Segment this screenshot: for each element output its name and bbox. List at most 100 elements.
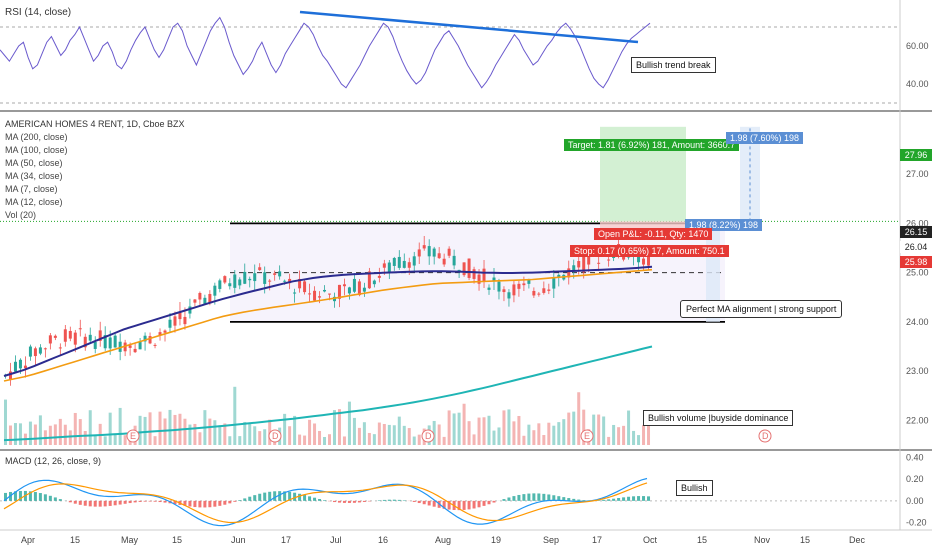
macd-hist-bar bbox=[84, 501, 87, 506]
candle-body bbox=[388, 263, 391, 273]
candle-body bbox=[258, 267, 261, 270]
volume-bar bbox=[572, 412, 575, 445]
volume-bar bbox=[642, 425, 645, 445]
candle-body bbox=[164, 331, 167, 333]
volume-bar bbox=[358, 428, 361, 445]
candle-body bbox=[512, 284, 515, 295]
macd-annotation: Bullish bbox=[676, 480, 713, 496]
volume-bar bbox=[597, 415, 600, 445]
candle-body bbox=[64, 329, 67, 341]
macd-hist-bar bbox=[542, 494, 545, 501]
macd-hist-bar bbox=[627, 497, 630, 501]
volume-bar bbox=[413, 437, 416, 445]
candle-body bbox=[39, 347, 42, 353]
volume-bar bbox=[557, 422, 560, 445]
volume-bar bbox=[238, 436, 241, 445]
x-axis-label: Dec bbox=[849, 535, 866, 545]
candle-body bbox=[423, 245, 426, 248]
macd-hist-bar bbox=[353, 501, 356, 503]
candle-body bbox=[44, 348, 47, 349]
candle-body bbox=[418, 249, 421, 256]
volume-bar bbox=[478, 418, 481, 445]
candle-body bbox=[353, 279, 356, 292]
legend-ma50: MA (50, close) bbox=[5, 158, 63, 169]
candle-body bbox=[408, 262, 411, 268]
candle-body bbox=[193, 299, 196, 302]
tag-upper: 26.15 bbox=[900, 226, 932, 238]
macd-hist-bar bbox=[483, 501, 486, 506]
macd-hist-bar bbox=[413, 501, 416, 502]
volume-bar bbox=[313, 423, 316, 445]
volume-bar bbox=[139, 416, 142, 445]
macd-hist-bar bbox=[388, 500, 391, 501]
macd-hist-bar bbox=[119, 501, 122, 505]
volume-bar bbox=[522, 436, 525, 445]
x-axis-label: 16 bbox=[378, 535, 388, 545]
macd-hist-bar bbox=[632, 496, 635, 501]
rsi-line bbox=[0, 18, 650, 88]
candle-body bbox=[168, 320, 171, 328]
volume-bar bbox=[183, 419, 186, 445]
legend-ma7: MA (7, close) bbox=[5, 184, 58, 195]
macd-hist-bar bbox=[74, 501, 77, 504]
volume-bar bbox=[208, 419, 211, 445]
volume-bar bbox=[328, 434, 331, 445]
volume-bar bbox=[243, 422, 246, 445]
legend-ma100: MA (100, close) bbox=[5, 145, 68, 156]
candle-body bbox=[328, 294, 331, 295]
candle-body bbox=[273, 273, 276, 275]
macd-hist-bar bbox=[164, 501, 167, 503]
macd-hist-bar bbox=[383, 500, 386, 501]
volume-bar bbox=[114, 435, 117, 445]
volume-bar bbox=[218, 425, 221, 445]
macd-hist-bar bbox=[238, 500, 241, 501]
volume-bar bbox=[612, 425, 615, 445]
candle-body bbox=[223, 276, 226, 282]
macd-hist-bar bbox=[248, 497, 251, 501]
x-axis-label: Jul bbox=[330, 535, 342, 545]
volume-bar bbox=[69, 430, 72, 445]
candle-body bbox=[154, 345, 157, 346]
volume-bar bbox=[308, 420, 311, 445]
volume-bar bbox=[213, 420, 216, 445]
macd-hist-bar bbox=[203, 501, 206, 508]
volume-bar bbox=[398, 417, 401, 445]
volume-bar bbox=[463, 404, 466, 445]
candle-body bbox=[398, 257, 401, 268]
legend-ma12: MA (12, close) bbox=[5, 197, 63, 208]
macd-hist-bar bbox=[363, 501, 366, 502]
macd-hist-bar bbox=[612, 499, 615, 501]
candle-body bbox=[463, 262, 466, 275]
candle-body bbox=[89, 335, 92, 341]
candle-body bbox=[532, 291, 535, 296]
macd-hist-bar bbox=[129, 501, 132, 503]
macd-tick: 0.20 bbox=[906, 474, 924, 484]
volume-bar bbox=[622, 426, 625, 445]
macd-hist-bar bbox=[49, 496, 52, 501]
volume-bar bbox=[368, 433, 371, 445]
x-axis-label: Aug bbox=[435, 535, 451, 545]
price-title: AMERICAN HOMES 4 RENT, 1D, Cboe BZX bbox=[5, 118, 185, 131]
macd-hist-bar bbox=[502, 499, 505, 501]
macd-hist-bar bbox=[418, 501, 421, 503]
volume-bar bbox=[647, 425, 650, 445]
volume-bar bbox=[637, 435, 640, 445]
volume-bar bbox=[154, 436, 157, 445]
volume-bar bbox=[602, 416, 605, 445]
x-axis-label: Apr bbox=[21, 535, 35, 545]
macd-hist-bar bbox=[433, 501, 436, 507]
rsi-tick: 40.00 bbox=[906, 79, 929, 89]
candle-body bbox=[502, 289, 505, 292]
macd-hist-bar bbox=[99, 501, 102, 507]
macd-hist-bar bbox=[507, 497, 510, 500]
macd-hist-bar bbox=[343, 501, 346, 503]
candle-body bbox=[293, 292, 296, 293]
tag-current: 25.98 bbox=[900, 256, 932, 268]
macd-hist-bar bbox=[139, 501, 142, 502]
candle-body bbox=[198, 293, 201, 300]
price-tick: 27.00 bbox=[906, 169, 929, 179]
macd-hist-bar bbox=[517, 495, 520, 501]
volume-bar bbox=[443, 437, 446, 445]
x-axis-label: Jun bbox=[231, 535, 246, 545]
candle-body bbox=[522, 283, 525, 285]
